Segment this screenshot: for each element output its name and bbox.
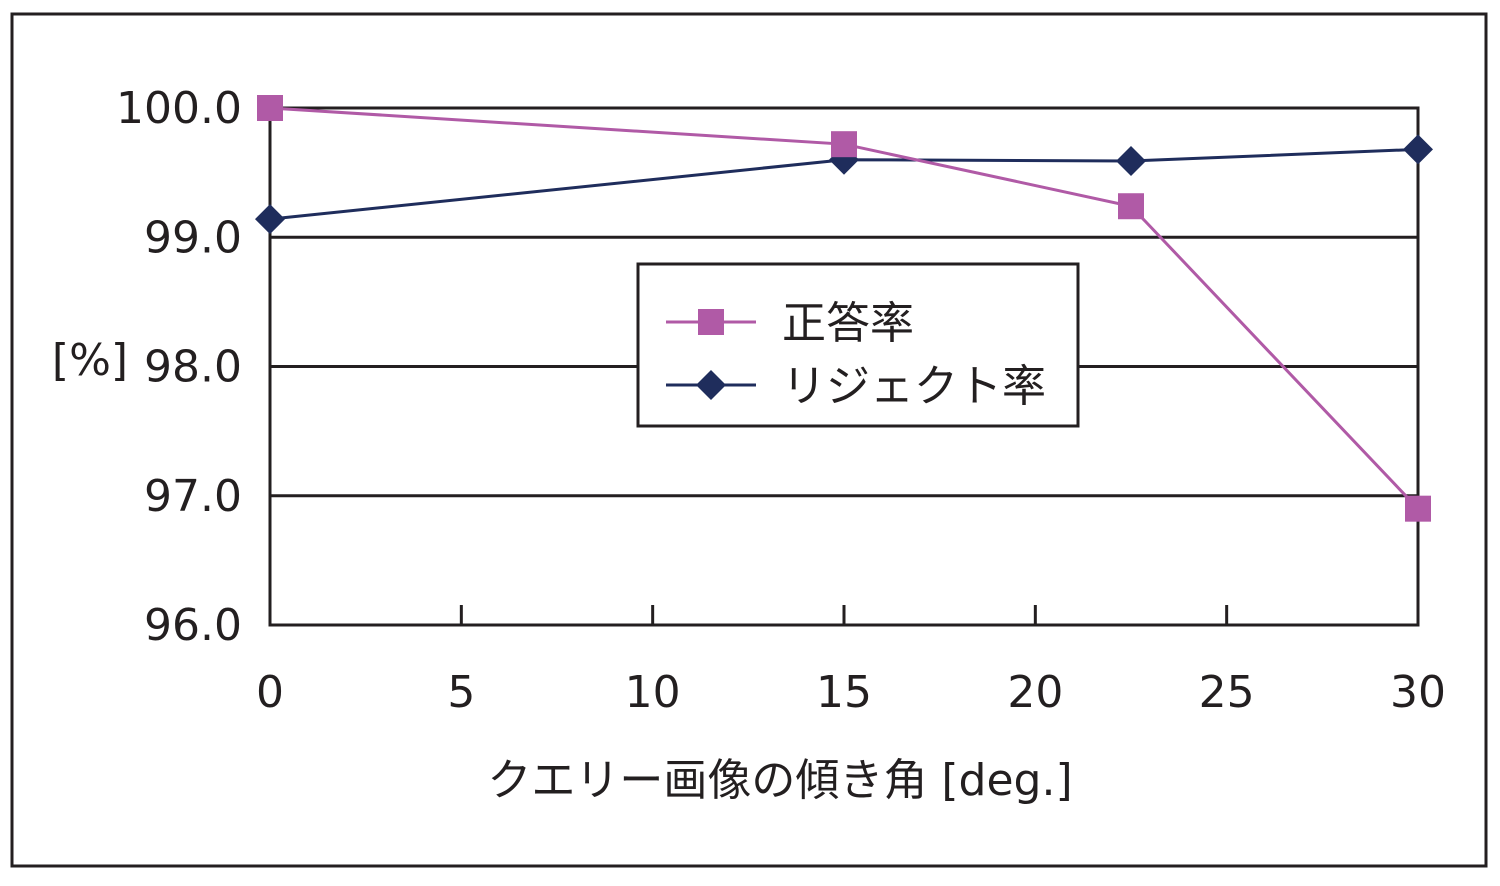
data-series — [255, 95, 1433, 522]
axes: 96.0 97.0 98.0 99.0 100.0 0 5 10 15 20 25 30 — [116, 83, 1446, 718]
data-point-0 — [1118, 193, 1144, 220]
data-point-1 — [1403, 134, 1433, 165]
data-point-0 — [257, 95, 283, 121]
legend-label: リジェクト率 — [782, 361, 1046, 412]
figure-border — [10, 12, 1488, 868]
x-tick-label: 25 — [1199, 667, 1255, 718]
y-tick-label: 96.0 — [144, 600, 242, 651]
x-axis-title: クエリー画像の傾き角 [deg.] — [487, 755, 1072, 806]
x-tick-label: 0 — [256, 667, 284, 718]
data-point-0 — [1405, 495, 1431, 522]
data-point-1 — [255, 204, 285, 235]
y-tick-label: 97.0 — [144, 471, 242, 522]
x-tick-label: 10 — [625, 667, 681, 718]
y-axis-title: [%] — [52, 335, 128, 386]
y-tick-label: 99.0 — [144, 212, 242, 263]
legend-label: 正答率 — [782, 298, 914, 349]
data-point-0 — [831, 131, 857, 158]
data-point-1 — [1116, 145, 1146, 176]
series-line-0 — [269, 106, 1420, 510]
legend-marker — [696, 370, 726, 400]
x-tick-label: 15 — [816, 667, 872, 718]
legend-marker — [698, 309, 724, 335]
y-tick-label: 100.0 — [116, 83, 242, 134]
series-line-1 — [269, 147, 1419, 221]
y-tick-label: 98.0 — [144, 342, 242, 393]
x-tick-label: 5 — [447, 667, 475, 718]
x-tick-label: 30 — [1390, 667, 1446, 718]
x-tick-label: 20 — [1007, 667, 1063, 718]
